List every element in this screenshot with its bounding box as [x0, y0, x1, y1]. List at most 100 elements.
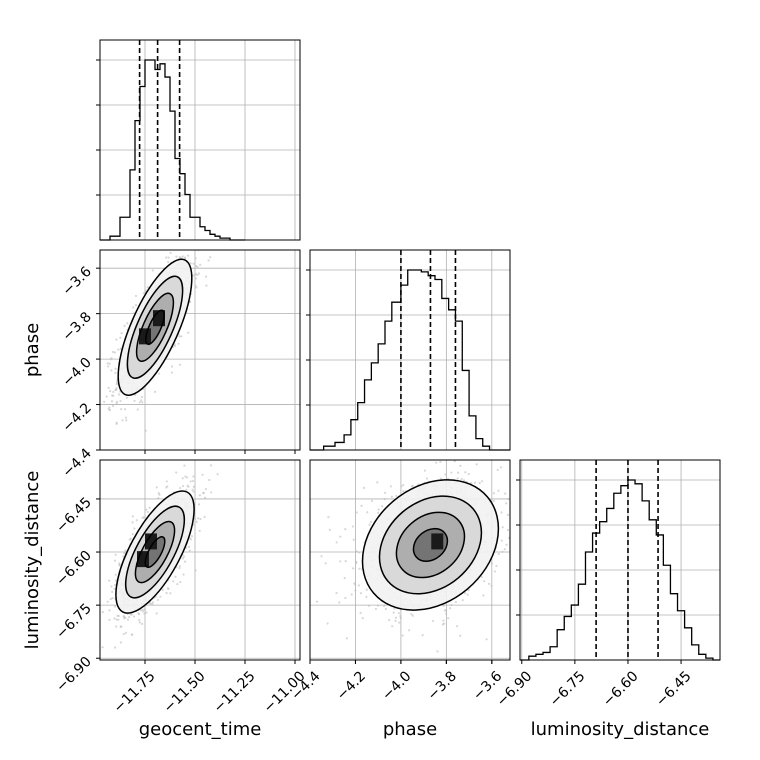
sample-point: [165, 591, 168, 595]
sample-point: [397, 612, 400, 615]
sample-point: [204, 487, 208, 491]
sample-point: [181, 255, 184, 258]
sample-point: [192, 475, 195, 478]
sample-point: [107, 365, 110, 368]
sample-point: [178, 565, 182, 568]
sample-point: [161, 588, 164, 591]
sample-point: [194, 284, 197, 287]
sample-point: [552, 446, 554, 448]
sample-point: [187, 485, 190, 488]
sample-point: [155, 486, 158, 489]
sample-point: [180, 335, 183, 338]
axis-label-x-luminosity_distance: luminosity_distance: [531, 719, 710, 740]
sample-point: [466, 593, 469, 596]
sample-point: [135, 519, 138, 522]
tick-label-y-phase: −4.0: [59, 355, 94, 390]
sample-point: [383, 604, 386, 608]
sample-point: [367, 604, 370, 607]
contour-line: [395, 511, 466, 579]
sample-point: [124, 549, 127, 552]
tick-label-y-phase: −3.6: [59, 264, 94, 299]
sample-point: [352, 567, 355, 570]
contour-line: [126, 275, 184, 379]
sample-point: [157, 372, 161, 375]
tick-label-y-luminosity_distance: −6.90: [53, 654, 95, 696]
sample-point: [138, 618, 141, 622]
tick-label-y-phase: −3.8: [59, 309, 94, 344]
panel-frame: [99, 249, 301, 451]
sample-point: [442, 457, 444, 459]
sample-point: [185, 488, 188, 492]
sample-point: [126, 618, 130, 621]
sample-point: [377, 508, 380, 511]
sample-point: [368, 523, 371, 526]
sample-point: [109, 390, 112, 393]
density-peak: [431, 533, 444, 550]
sample-point: [209, 221, 211, 223]
sample-point: [151, 601, 155, 604]
sample-point: [141, 401, 144, 404]
sample-point: [197, 272, 201, 275]
histogram-geocent_time: [100, 59, 245, 241]
sample-point: [351, 525, 354, 528]
sample-point: [324, 562, 327, 565]
sample-point: [120, 408, 123, 411]
sample-point: [326, 622, 329, 625]
sample-point: [459, 464, 462, 467]
sample-point: [209, 464, 213, 467]
contour-line: [115, 490, 195, 614]
sample-point: [197, 517, 200, 520]
sample-point: [142, 292, 145, 295]
sample-point: [402, 483, 405, 487]
density-peak: [145, 533, 157, 550]
sample-point: [111, 404, 115, 408]
sample-point: [178, 335, 181, 338]
sample-point: [399, 457, 401, 459]
sample-point: [383, 498, 386, 501]
sample-point: [359, 592, 363, 595]
panel-0-0: [96, 40, 300, 240]
joint-phase-luminosity_distance: [315, 446, 554, 653]
sample-point: [110, 357, 113, 360]
sample-point: [194, 277, 197, 280]
sample-point: [176, 583, 179, 586]
sample-point: [210, 491, 213, 494]
sample-point: [194, 569, 197, 572]
sample-point: [201, 473, 204, 476]
sample-point: [159, 595, 162, 598]
sample-point: [181, 484, 185, 488]
sample-point: [188, 549, 191, 552]
sample-point: [361, 617, 364, 620]
sample-point: [370, 499, 374, 502]
sample-point: [453, 460, 456, 463]
sample-point: [360, 504, 363, 508]
sample-point: [123, 324, 126, 327]
sample-point: [190, 233, 192, 235]
sample-point: [389, 485, 392, 488]
contour-line: [378, 495, 483, 595]
sample-point: [170, 371, 173, 374]
sample-point: [178, 256, 181, 259]
sample-point: [108, 406, 111, 409]
sample-point: [453, 450, 455, 452]
sample-point: [141, 608, 144, 611]
sample-point: [95, 620, 97, 622]
contour-line: [117, 258, 193, 396]
sample-point: [186, 476, 189, 479]
sample-point: [143, 608, 147, 611]
sample-point: [391, 625, 394, 628]
sample-point: [449, 607, 452, 610]
sample-point: [114, 388, 117, 392]
sample-point: [202, 491, 205, 495]
sample-point: [128, 615, 131, 619]
sample-point: [111, 597, 114, 600]
sample-point: [208, 478, 211, 482]
sample-point: [497, 489, 500, 492]
sample-point: [175, 471, 178, 474]
sample-point: [327, 516, 330, 519]
sample-point: [110, 369, 113, 372]
sample-point: [462, 479, 466, 482]
sample-point: [177, 342, 180, 345]
panel-frame: [99, 39, 301, 241]
sample-point: [377, 511, 380, 514]
